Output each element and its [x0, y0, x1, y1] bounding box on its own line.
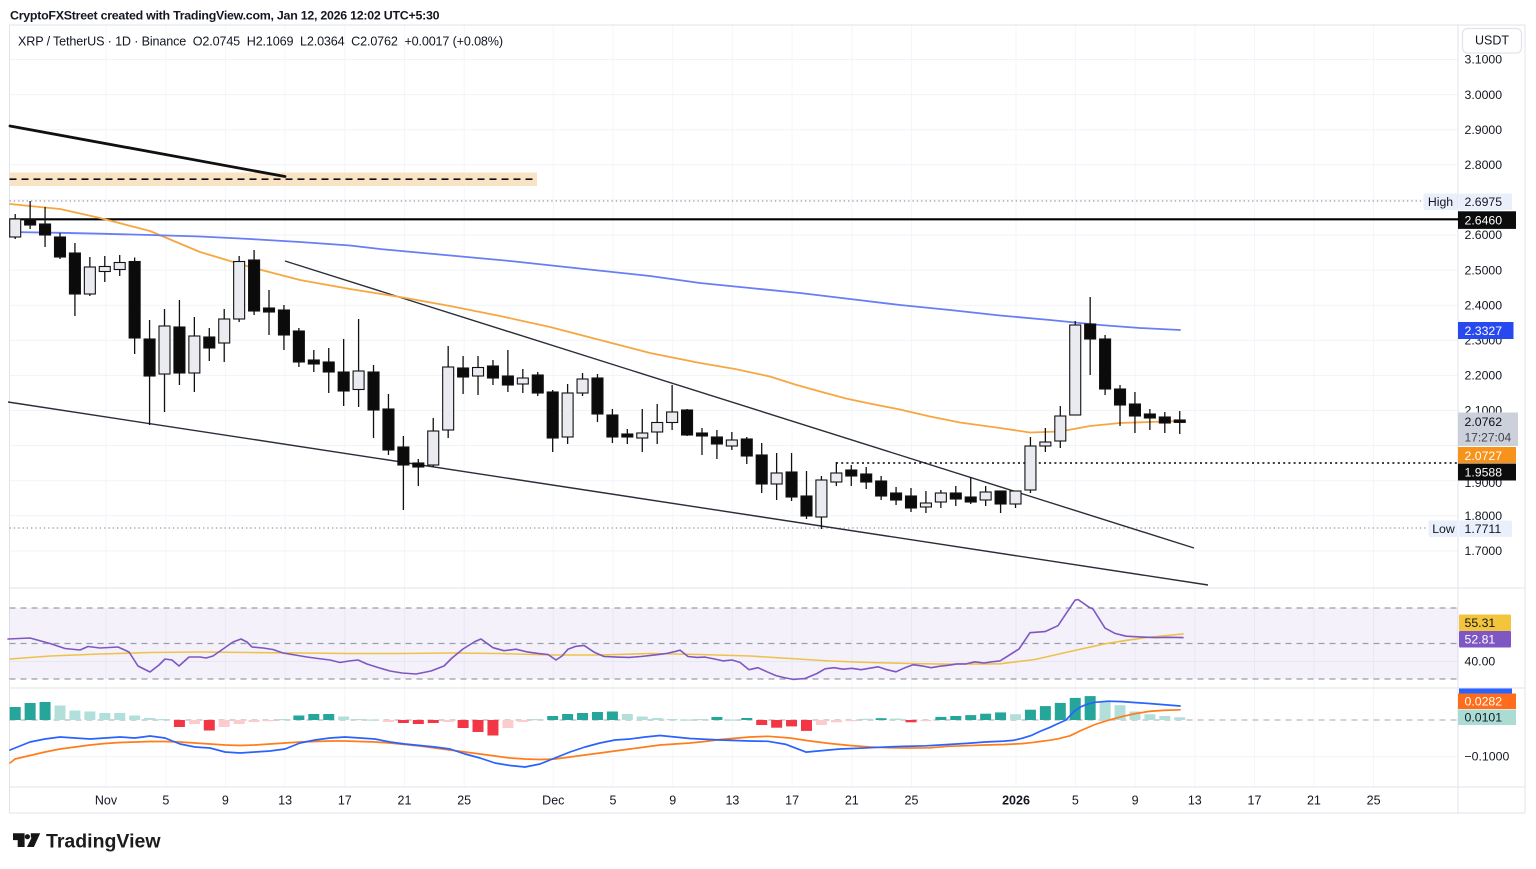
svg-text:High: High	[1428, 195, 1453, 209]
svg-text:13: 13	[278, 794, 292, 808]
svg-text:3.1000: 3.1000	[1465, 53, 1503, 67]
svg-text:2.5000: 2.5000	[1465, 263, 1503, 277]
svg-text:2.6460: 2.6460	[1465, 214, 1503, 228]
svg-text:5: 5	[610, 794, 617, 808]
svg-text:21: 21	[1307, 794, 1321, 808]
svg-text:CryptoFXStreet created with Tr: CryptoFXStreet created with TradingView.…	[10, 9, 440, 23]
svg-text:2.6975: 2.6975	[1465, 195, 1503, 209]
svg-text:13: 13	[725, 794, 739, 808]
svg-text:1.8000: 1.8000	[1465, 509, 1503, 523]
svg-text:XRP / TetherUS · 1D · Binance: XRP / TetherUS · 1D · Binance O2.0745 H2…	[18, 34, 503, 48]
svg-text:2.6000: 2.6000	[1465, 228, 1503, 242]
svg-text:TradingView: TradingView	[46, 831, 161, 853]
svg-text:1.7000: 1.7000	[1465, 544, 1503, 558]
svg-text:17: 17	[338, 794, 352, 808]
svg-text:5: 5	[1072, 794, 1079, 808]
svg-text:21: 21	[398, 794, 412, 808]
svg-text:17: 17	[785, 794, 799, 808]
svg-text:2026: 2026	[1002, 794, 1030, 808]
svg-text:9: 9	[669, 794, 676, 808]
svg-text:USDT: USDT	[1475, 34, 1509, 48]
svg-text:25: 25	[457, 794, 471, 808]
svg-text:17:27:04: 17:27:04	[1465, 431, 1512, 445]
svg-text:2.9000: 2.9000	[1465, 123, 1503, 137]
svg-text:52.81: 52.81	[1465, 633, 1496, 647]
svg-text:1.7711: 1.7711	[1465, 522, 1502, 536]
svg-text:Dec: Dec	[542, 794, 564, 808]
svg-text:55.31: 55.31	[1465, 616, 1496, 630]
svg-text:2.0727: 2.0727	[1465, 449, 1503, 463]
svg-text:2.4000: 2.4000	[1465, 298, 1503, 312]
svg-text:25: 25	[1367, 794, 1381, 808]
svg-text:2.2000: 2.2000	[1465, 369, 1503, 383]
svg-text:9: 9	[222, 794, 229, 808]
svg-text:9: 9	[1132, 794, 1139, 808]
svg-text:2.8000: 2.8000	[1465, 158, 1503, 172]
svg-text:2.0762: 2.0762	[1465, 415, 1503, 429]
svg-text:13: 13	[1188, 794, 1202, 808]
svg-text:0.0101: 0.0101	[1465, 711, 1503, 725]
svg-text:3.0000: 3.0000	[1465, 88, 1503, 102]
svg-text:−0.1000: −0.1000	[1465, 750, 1510, 764]
svg-text:2.3327: 2.3327	[1465, 324, 1503, 338]
svg-text:0.0282: 0.0282	[1465, 695, 1503, 709]
svg-text:17: 17	[1248, 794, 1262, 808]
svg-text:1.9588: 1.9588	[1465, 466, 1503, 480]
svg-text:40.00: 40.00	[1465, 655, 1496, 669]
svg-text:21: 21	[845, 794, 859, 808]
svg-text:5: 5	[162, 794, 169, 808]
svg-text:25: 25	[905, 794, 919, 808]
svg-text:Nov: Nov	[95, 794, 118, 808]
svg-text:Low: Low	[1432, 522, 1455, 536]
